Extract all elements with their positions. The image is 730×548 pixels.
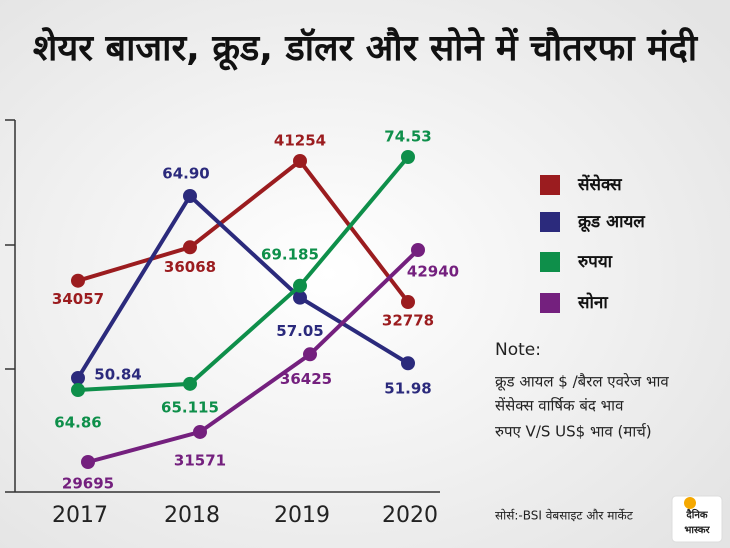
- data-label: 64.90: [162, 165, 209, 183]
- data-point: [293, 290, 307, 305]
- legend-swatch: [540, 175, 560, 195]
- data-label: 29695: [62, 475, 114, 493]
- x-tick-label: 2019: [274, 503, 330, 528]
- data-point: [293, 154, 307, 168]
- data-point: [401, 295, 415, 309]
- data-point: [401, 356, 415, 371]
- series-line: [77, 158, 410, 304]
- data-label: 51.98: [384, 380, 431, 398]
- data-point: [71, 273, 85, 288]
- series-line: [87, 248, 420, 464]
- data-point: [303, 347, 317, 362]
- logo-text: दैनिक: [685, 508, 708, 521]
- data-point: [183, 376, 197, 391]
- data-label: 34057: [52, 290, 104, 308]
- data-label: 41254: [274, 132, 326, 150]
- source: सोर्स:-BSI वेबसाइट और मार्केट: [495, 509, 634, 523]
- data-point: [293, 278, 307, 293]
- data-point: [71, 371, 85, 385]
- data-label: 36068: [164, 258, 216, 276]
- data-label: 31571: [174, 451, 226, 469]
- legend-swatch: [540, 293, 560, 313]
- data-point: [411, 243, 425, 257]
- data-label: 74.53: [384, 128, 431, 146]
- note-heading: Note:: [495, 340, 541, 360]
- data-label: 36425: [280, 370, 332, 388]
- data-label: 69.185: [261, 245, 319, 263]
- legend-label: सोना: [577, 292, 608, 313]
- x-tick-label: 2017: [52, 503, 108, 528]
- data-label: 64.86: [54, 414, 101, 432]
- data-label: 50.84: [94, 366, 141, 384]
- logo-sun: [684, 497, 696, 509]
- data-point: [193, 424, 207, 439]
- logo-text: भास्कर: [684, 525, 710, 536]
- x-tick-label: 2018: [164, 503, 220, 528]
- legend-label: क्रूड आयल: [577, 212, 646, 233]
- data-label: 65.115: [161, 398, 219, 416]
- legend-label: सेंसेक्स: [577, 174, 623, 195]
- legend-label: रुपया: [577, 252, 613, 272]
- data-point: [183, 189, 197, 203]
- x-tick-label: 2020: [382, 503, 438, 528]
- data-label: 32778: [382, 312, 434, 330]
- data-point: [71, 383, 85, 397]
- data-point: [401, 150, 415, 164]
- series-line: [77, 155, 410, 392]
- legend-swatch: [540, 252, 560, 272]
- data-point: [81, 455, 95, 469]
- logo-box: [671, 495, 723, 543]
- chart-title: शेयर बाजार, क्रूड, डॉलर और सोने में चौतर…: [33, 27, 699, 71]
- note-line: क्रूड आयल $ /बैरल एवरेज भाव: [495, 373, 669, 392]
- data-label: 42940: [407, 263, 459, 281]
- note-line: सेंसेक्स वार्षिक बंद भाव: [495, 397, 624, 415]
- data-point: [183, 240, 197, 255]
- data-label: 57.05: [276, 322, 323, 340]
- series-line: [76, 192, 410, 380]
- note-line: रुपए V/S US$ भाव (मार्च): [495, 423, 652, 441]
- axes: [5, 119, 440, 493]
- legend-swatch: [540, 212, 560, 232]
